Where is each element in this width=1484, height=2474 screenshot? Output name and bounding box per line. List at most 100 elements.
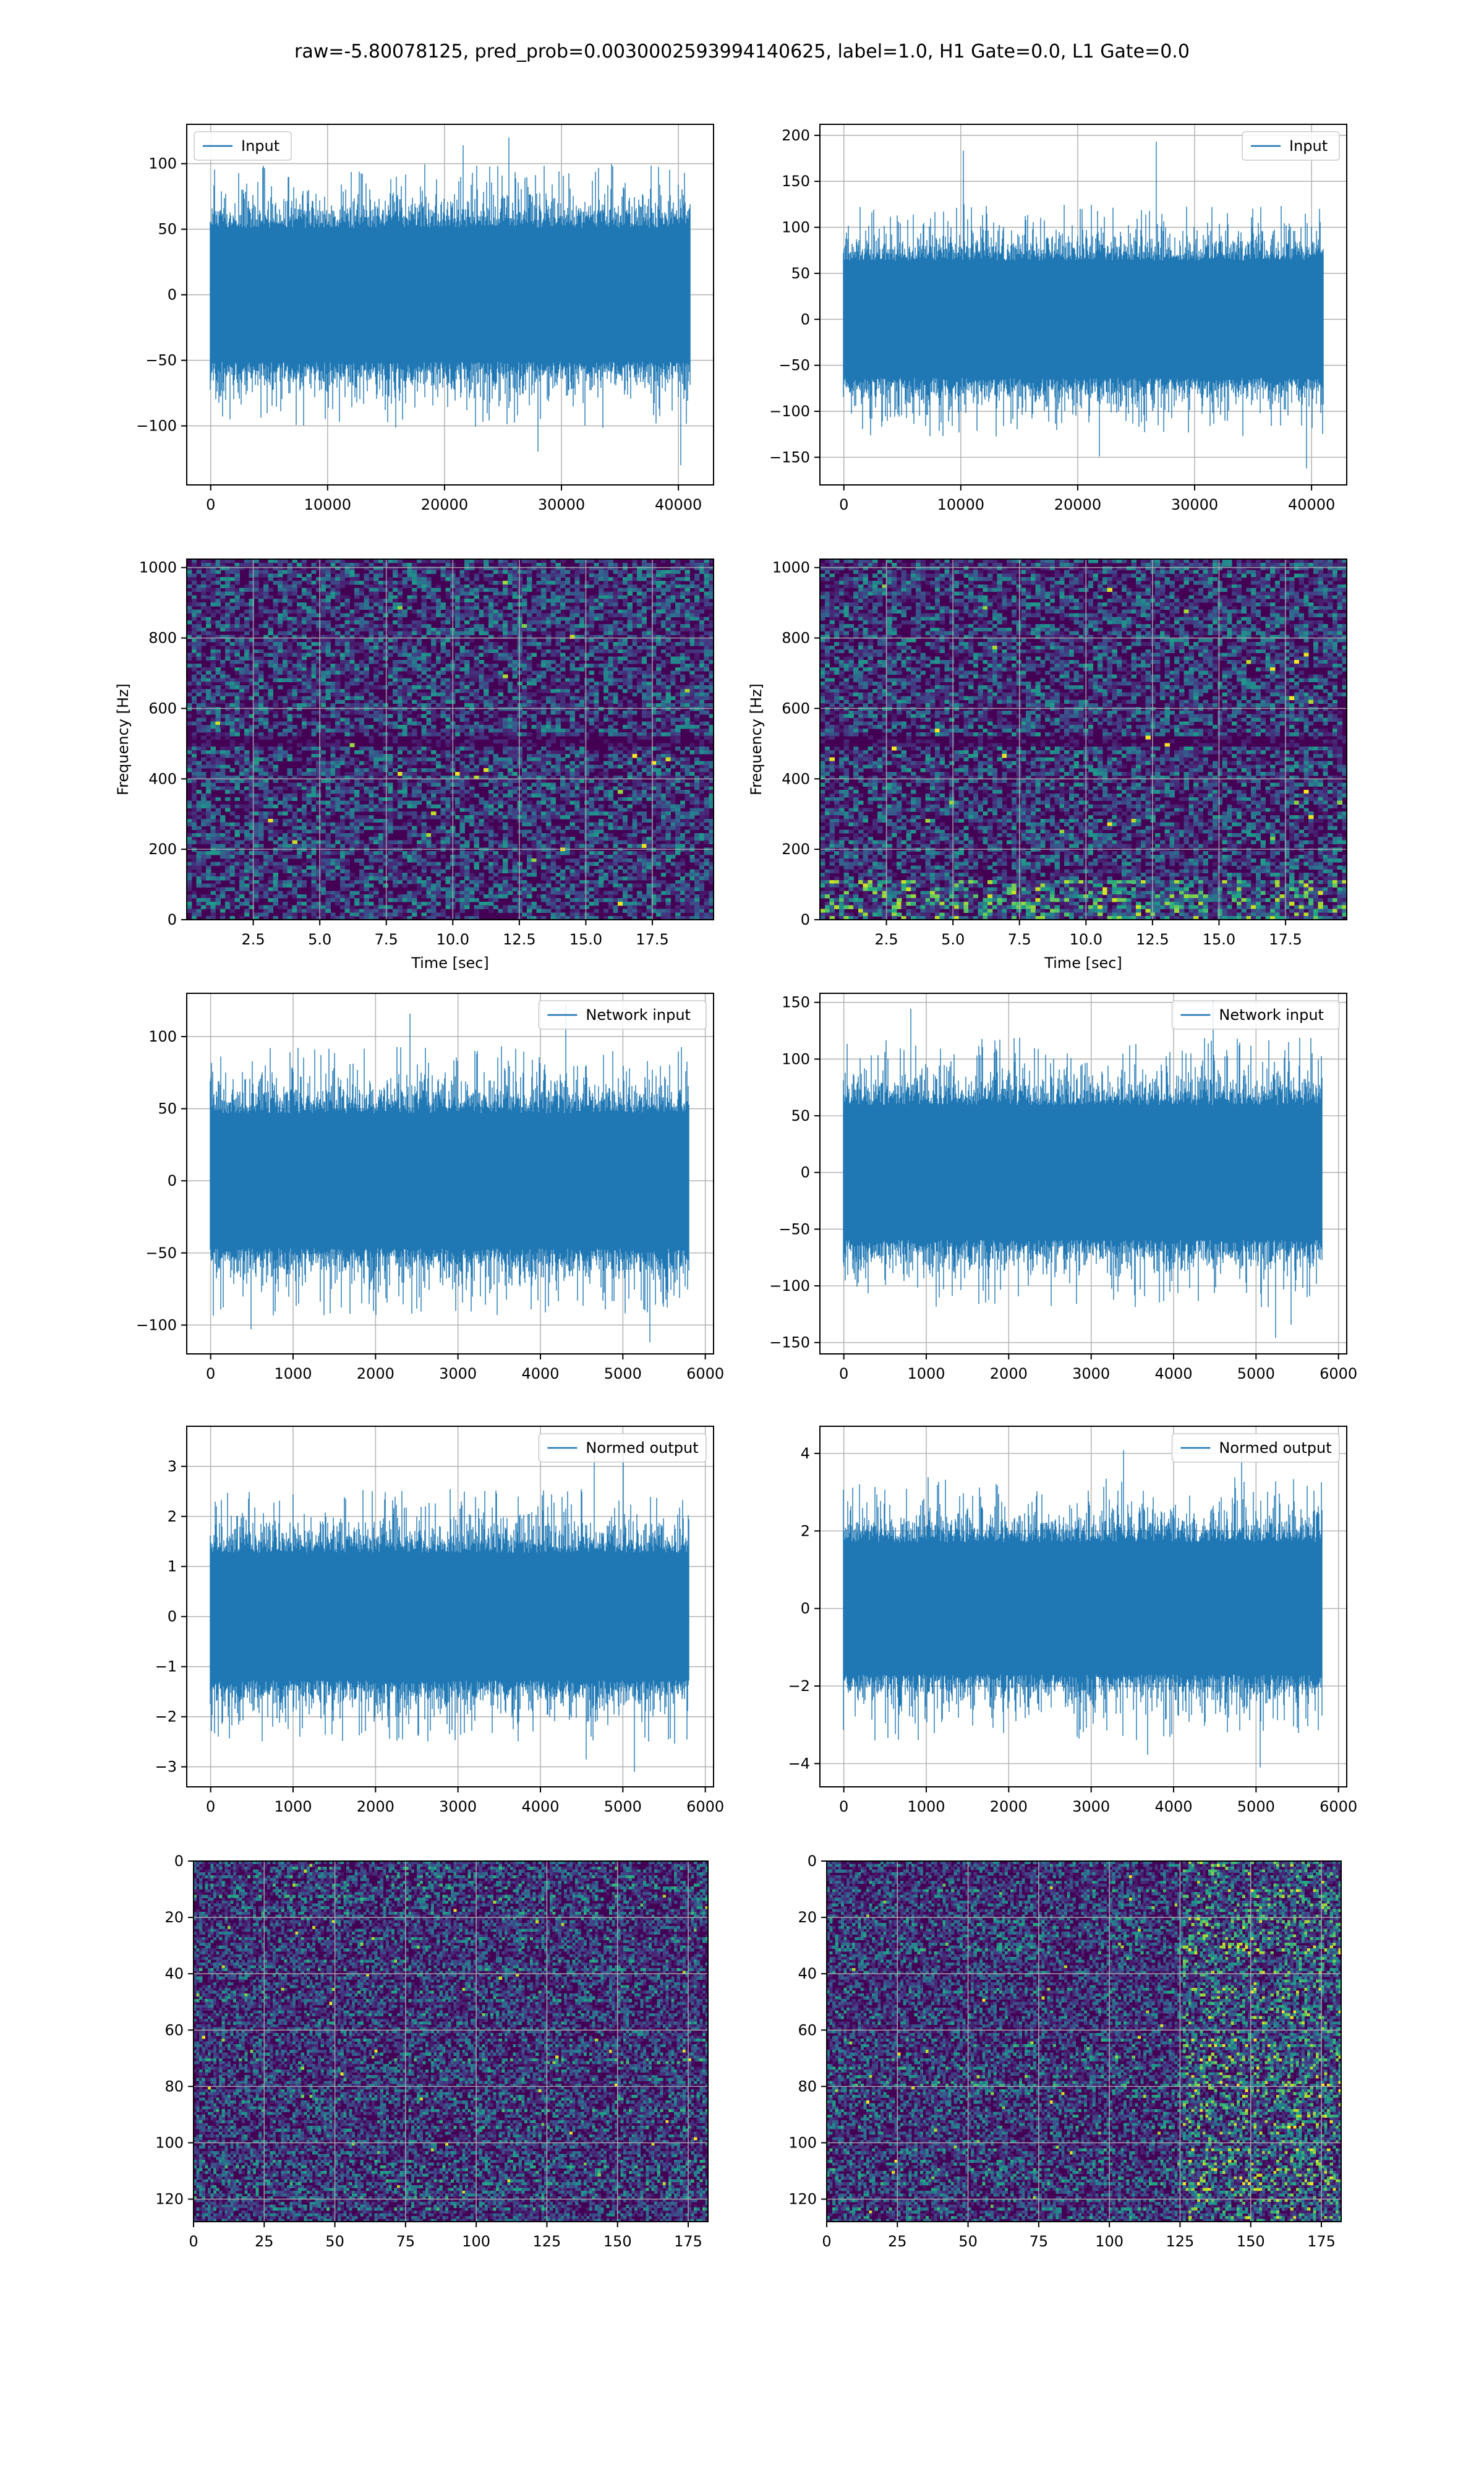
x-tick-label: 10000 [304,496,351,513]
y-tick-label: 50 [791,1107,810,1124]
y-tick-label: 150 [782,173,810,190]
y-tick-label: 20 [164,1909,184,1926]
x-tick-label: 4000 [1154,1798,1192,1815]
series-core [844,265,1323,373]
x-tick-label: 5000 [604,1798,642,1815]
chart-normed-h1: 0 1000 2000 3000 4000 5000 6000−3−2−10123Norme… [155,1426,725,1815]
x-tick-label: 175 [1307,2233,1336,2250]
chart-netin-l1: 0 1000 2000 3000 4000 5000 6000−150−100−500501… [769,993,1357,1382]
y-tick-label: 80 [164,2078,184,2095]
legend-label: Input [241,137,279,155]
x-tick-label: 17.5 [636,931,668,948]
legend: Normed output [1172,1434,1339,1462]
x-tick-label: 10.0 [437,931,469,948]
x-tick-label: 0 [822,2233,831,2250]
x-tick-label: 1000 [907,1798,945,1815]
y-tick-label: −150 [769,448,810,466]
x-tick-label: 75 [1030,2233,1049,2250]
x-tick-label: 40000 [655,496,702,513]
y-tick-label: 50 [158,221,177,238]
y-tick-label: 0 [801,1600,810,1617]
legend: Input [194,132,291,160]
y-tick-label: −100 [769,403,810,420]
series-core [211,1119,689,1243]
series-core [844,1548,1322,1669]
x-tick-label: 7.5 [375,931,398,948]
y-axis-label: Frequency [Hz] [748,683,765,795]
y-tick-label: 1 [168,1558,177,1575]
x-tick-label: 2.5 [241,931,265,948]
y-tick-label: 60 [798,2021,817,2039]
y-tick-label: −100 [136,1316,177,1333]
y-tick-label: 0 [801,911,810,928]
x-tick-label: 100 [1095,2233,1124,2250]
legend: Input [1242,132,1339,160]
y-tick-label: −50 [145,1244,177,1262]
y-tick-label: 200 [782,841,810,858]
x-tick-label: 0 [839,1365,848,1382]
x-tick-label: 75 [396,2233,416,2250]
y-tick-label: −2 [155,1708,177,1726]
y-tick-label: 2 [168,1508,177,1525]
y-tick-label: −1 [155,1658,177,1676]
x-tick-label: 1000 [274,1365,312,1382]
y-tick-label: 1000 [139,559,177,576]
y-tick-label: 0 [168,1172,177,1189]
chart-spec-h1: 2.5 5.0 7.5 10.0 12.5 15.0 17.5020040060080010… [114,559,714,972]
y-tick-label: 40 [164,1965,184,1982]
x-tick-label: 50 [958,2233,978,2250]
y-tick-label: 200 [148,841,177,858]
x-tick-label: 150 [1237,2233,1265,2250]
y-tick-label: 400 [148,770,177,787]
x-tick-label: 0 [206,1798,215,1815]
y-tick-label: 40 [798,1965,817,1982]
x-tick-label: 5.0 [941,931,965,948]
y-tick-label: 200 [782,127,810,144]
chart-input-l1: 0 10000 20000 30000 40000−150−100−5005010015… [769,124,1347,513]
y-tick-label: 60 [164,2021,184,2039]
legend-label: Normed output [1219,1439,1331,1457]
x-tick-label: 125 [533,2233,561,2250]
y-tick-label: −4 [788,1755,810,1772]
y-tick-label: −50 [778,357,810,374]
y-tick-label: −100 [136,417,177,435]
x-tick-label: 6000 [1320,1798,1357,1815]
y-tick-label: 0 [168,286,177,304]
y-tick-label: 2 [801,1522,810,1539]
x-tick-label: 3000 [439,1365,477,1382]
x-tick-label: 4000 [521,1365,559,1382]
x-tick-label: 175 [674,2233,702,2250]
x-tick-label: 2000 [990,1365,1028,1382]
x-tick-label: 1000 [907,1365,945,1382]
y-tick-label: 120 [788,2191,817,2208]
y-tick-label: 0 [168,1608,177,1625]
x-tick-label: 3000 [1072,1365,1110,1382]
y-tick-label: 50 [791,265,810,282]
x-tick-label: 5000 [1237,1365,1275,1382]
y-tick-label: −150 [769,1334,810,1351]
x-tick-label: 6000 [686,1798,724,1815]
x-tick-label: 0 [206,1365,215,1382]
y-tick-label: 100 [155,2134,184,2151]
x-tick-label: 20000 [421,496,468,513]
y-axis-label: Frequency [Hz] [114,683,132,795]
x-tick-label: 15.0 [569,931,602,948]
chart-netin-h1: 0 1000 2000 3000 4000 5000 6000−100−50050100Ne… [136,993,724,1382]
y-tick-label: 20 [798,1909,817,1926]
legend: Network input [1172,1001,1339,1029]
x-tick-label: 12.5 [1136,931,1169,948]
x-tick-label: 4000 [1154,1365,1192,1382]
y-tick-label: 4 [801,1445,810,1462]
x-tick-label: 4000 [521,1798,559,1815]
x-tick-label: 10000 [937,496,984,513]
x-tick-label: 40000 [1288,496,1335,513]
x-tick-label: 0 [839,1798,848,1815]
y-tick-label: 0 [168,911,177,928]
legend-label: Normed output [586,1439,698,1457]
y-tick-label: −2 [788,1677,810,1695]
y-tick-label: 0 [801,310,810,328]
y-tick-label: 50 [158,1100,177,1118]
x-tick-label: 12.5 [503,931,535,948]
